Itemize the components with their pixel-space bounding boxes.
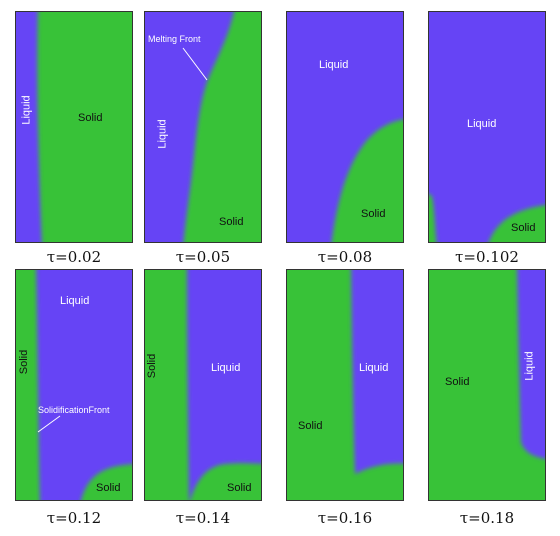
solid-label: Solid: [219, 216, 244, 228]
time-caption: τ=0.102: [455, 248, 519, 266]
solid-label: Solid: [445, 376, 470, 388]
liquid-label: Liquid: [211, 362, 241, 374]
solid-label: Solid: [511, 222, 536, 234]
panel-tau-0-08: Liquid Solid: [286, 11, 404, 243]
time-caption: τ=0.02: [46, 248, 102, 266]
liquid-label: Liquid: [319, 59, 349, 71]
panel-tau-0-02: Liquid Solid: [15, 11, 133, 243]
melting-front-pointer: [182, 47, 208, 81]
time-caption: τ=0.18: [459, 509, 515, 527]
panel-tau-0-102: Liquid Solid: [428, 11, 546, 243]
melting-front-label: Melting Front: [148, 34, 201, 44]
phase-field-plot: [145, 12, 261, 242]
time-caption: τ=0.08: [317, 248, 373, 266]
solid-label: Solid: [361, 208, 386, 220]
liquid-label: Liquid: [60, 295, 90, 307]
phase-field-plot: [16, 12, 132, 242]
phase-field-plot: [145, 270, 261, 500]
solid-left-label: Solid: [146, 353, 159, 379]
liquid-label: Liquid: [359, 362, 389, 374]
solid-label: Solid: [78, 112, 103, 124]
liquid-label: Liquid: [156, 119, 169, 149]
panel-tau-0-18: Liquid Solid: [428, 269, 546, 501]
time-caption: τ=0.14: [175, 509, 231, 527]
panel-tau-0-05: Melting Front Liquid Solid: [144, 11, 262, 243]
time-caption: τ=0.12: [46, 509, 102, 527]
solid-label: Solid: [96, 482, 121, 494]
liquid-label: Liquid: [467, 118, 497, 130]
solidification-front-label: SolidificationFront: [38, 405, 110, 415]
phase-field-plot: [429, 270, 545, 500]
panel-tau-0-12: Solid Liquid SolidificationFront Solid: [15, 269, 133, 501]
time-caption: τ=0.05: [175, 248, 231, 266]
phase-field-plot: [16, 270, 132, 500]
solidification-front-pointer: [37, 415, 61, 433]
solid-label: Solid: [298, 420, 323, 432]
panel-tau-0-16: Liquid Solid: [286, 269, 404, 501]
solid-label: Solid: [227, 482, 252, 494]
phase-field-plot: [287, 270, 403, 500]
phase-field-plot: [287, 12, 403, 242]
phase-field-plot: [429, 12, 545, 242]
solid-left-label: Solid: [18, 349, 31, 375]
liquid-label: Liquid: [20, 95, 33, 125]
time-caption: τ=0.16: [317, 509, 373, 527]
panel-tau-0-14: Solid Liquid Solid: [144, 269, 262, 501]
liquid-label: Liquid: [523, 351, 536, 381]
